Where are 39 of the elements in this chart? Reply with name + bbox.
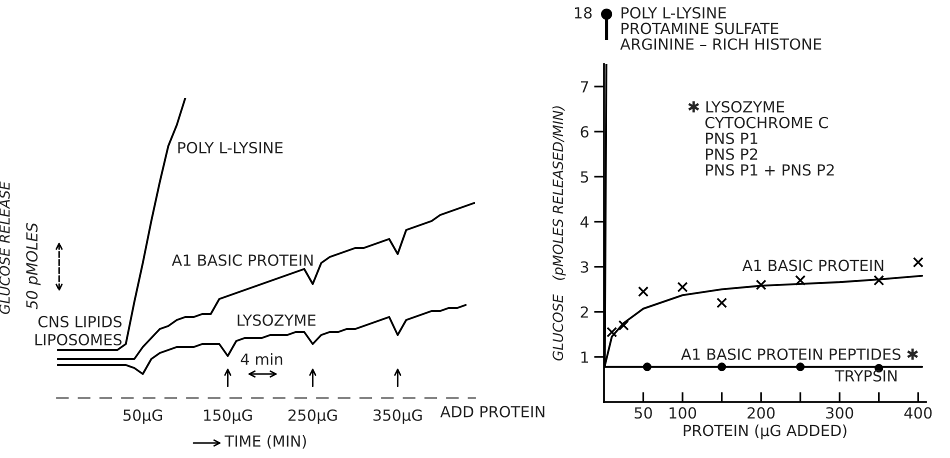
text: ARGININE – RICH HISTONE — [620, 38, 822, 50]
series-label: A1 BASIC PROTEIN — [172, 254, 313, 266]
y-tick-label: 6 — [580, 126, 588, 138]
text: POLY L-LYSINE — [622, 7, 726, 19]
text: 18 — [574, 7, 592, 19]
annotation: CNS LIPIDS — [38, 316, 122, 328]
annotation: CYTOCHROME C — [705, 116, 828, 128]
annotation: PNS P1 + PNS P2 — [706, 164, 834, 176]
y-tick-label: 2 — [580, 306, 588, 318]
annotation: ✱ LYSOZYME — [688, 101, 784, 113]
x-tick-label: 150μG — [204, 409, 252, 424]
x-tick-label: 400 — [904, 407, 932, 419]
y-tick-label: 5 — [580, 171, 588, 183]
text: ADD PROTEIN — [440, 406, 544, 418]
x-axis-title: PROTEIN (μG ADDED) — [684, 424, 846, 440]
y-axis-title: GLUCOSE (pMOLES RELEASED/MIN) — [552, 106, 566, 361]
text: 50 pMOLES — [26, 222, 41, 310]
x-tick-label: 350μG — [373, 409, 422, 424]
annotation: TRYPSIN — [834, 370, 897, 382]
x-tick-label: 250μG — [288, 409, 337, 424]
y-tick-label: 3 — [580, 261, 588, 273]
x-tick-label: 50μG — [123, 409, 162, 424]
y-tick-label: 7 — [580, 81, 588, 92]
y-tick-label: 4 — [580, 216, 589, 228]
x-tick-label: 300 — [826, 407, 854, 419]
annotation: A1 BASIC PROTEIN PEPTIDES ✱ — [681, 348, 918, 360]
x-tick-label: 100 — [670, 407, 696, 419]
series-label: POLY L-LYSINE — [178, 142, 283, 154]
x-tick-label: 200 — [748, 407, 775, 419]
text: PROTAMINE SULFATE — [622, 22, 778, 34]
annotation: LIPOSOMES — [35, 334, 122, 346]
x-tick-label: 50 — [634, 407, 652, 419]
annotation: PNS P2 — [706, 148, 758, 160]
annotation: PNS P1 — [706, 132, 758, 144]
series-label: A1 BASIC PROTEIN — [742, 260, 884, 272]
series-label: LYSOZYME — [238, 314, 316, 326]
y-tick-label: 1 — [581, 352, 588, 363]
annotation: 4 min — [240, 353, 282, 365]
x-axis-title: TIME (MIN) — [224, 435, 306, 449]
